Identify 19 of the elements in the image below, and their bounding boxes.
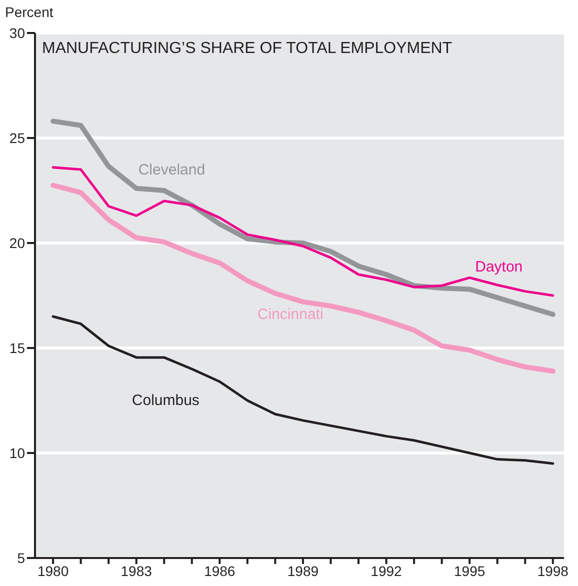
y-tick-label: 25 [9, 130, 26, 146]
y-tick-label: 5 [17, 550, 26, 566]
y-tick-label: 30 [9, 24, 26, 41]
x-tick-label: 1983 [120, 562, 152, 579]
x-tick-label: 1986 [204, 562, 236, 579]
y-tick-label: 10 [9, 444, 26, 461]
series-label: Cincinnati [257, 306, 324, 323]
x-tick-label: 1980 [37, 562, 69, 579]
series-label: Columbus [132, 392, 200, 409]
series-label: Cleveland [138, 161, 206, 178]
x-tick-label: 1995 [454, 562, 486, 579]
series-label: Dayton [475, 258, 523, 276]
y-tick-label: 20 [9, 234, 26, 251]
chart-title: MANUFACTURING’S SHARE OF TOTAL EMPLOYMENT [42, 40, 452, 58]
x-tick-label: 1992 [370, 562, 402, 579]
x-tick-label: 1998 [537, 562, 569, 579]
y-tick-label: 15 [9, 340, 26, 356]
x-tick-label: 1989 [287, 562, 319, 579]
y-axis-title: Percent [5, 4, 54, 20]
